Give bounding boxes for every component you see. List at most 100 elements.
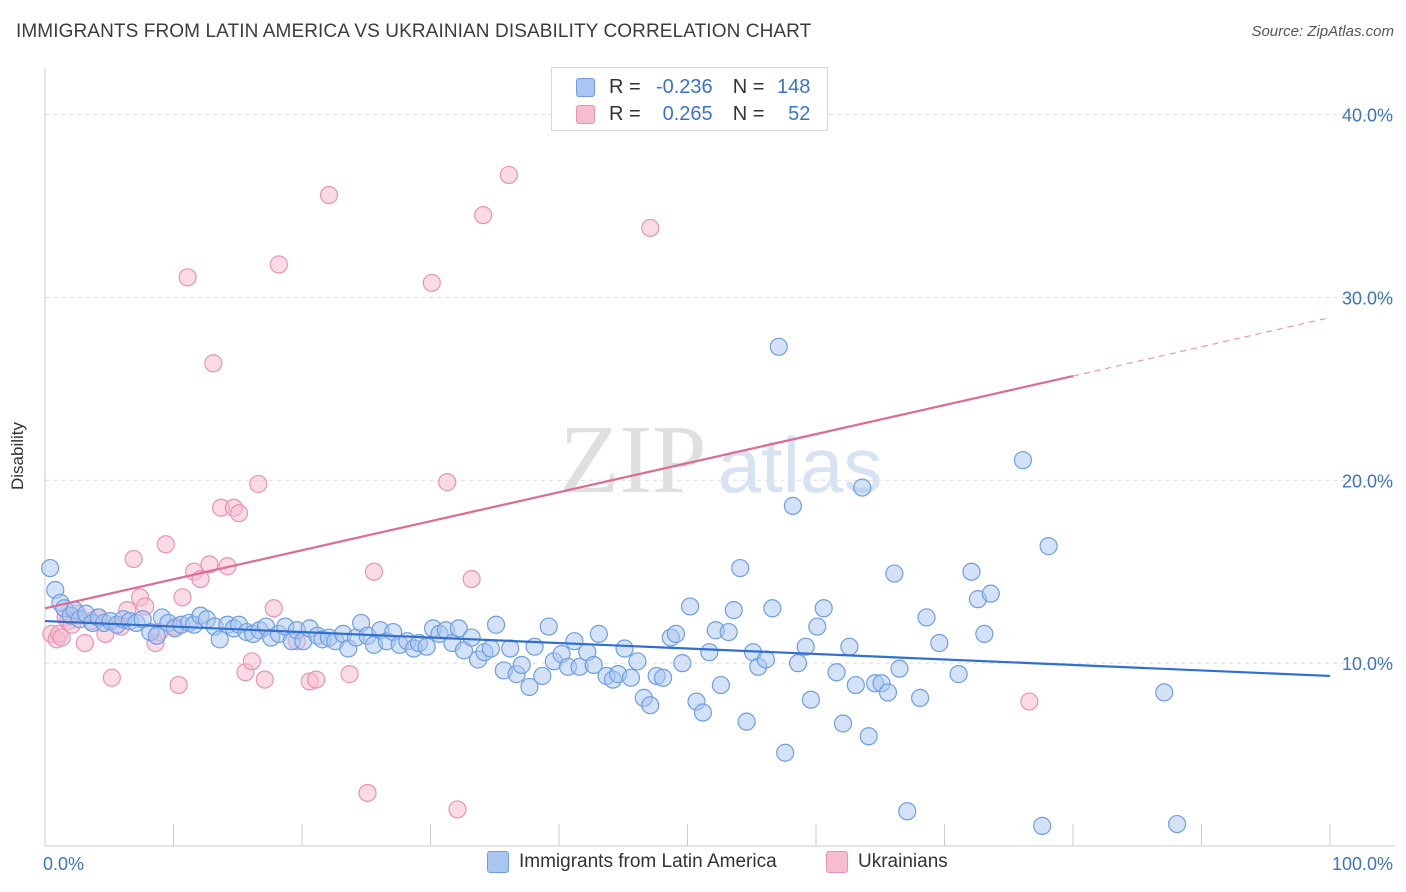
ukrainians-point [462,569,481,589]
latin-america-point [210,630,229,649]
latin-america-point [981,584,1000,603]
latin-america-point [501,639,520,658]
ukrainians-point [641,218,660,238]
ukrainians-point [229,504,249,523]
watermark: ZIP atlas [560,406,883,514]
legend-row-pink: R = 0.265 N = 52 [576,100,810,128]
latin-america-point [641,696,660,715]
latin-america-point [621,668,641,687]
ukrainians-point [169,675,188,695]
latin-america-point [565,632,584,651]
latin-america-point [653,668,673,687]
watermark-zip: ZIP [560,406,707,514]
latin-america-point [1013,451,1032,470]
ukrainians-trend-extension [1072,316,1331,377]
legend-n-value: 148 [777,75,811,98]
trend-lines [44,316,1331,678]
latin-america-point [539,617,558,636]
x-tick-label: 100.0% [1332,854,1393,874]
x-tick-label: 0.0% [43,854,84,874]
legend-swatch-blue [576,77,595,97]
latin-america-point [949,665,968,684]
latin-america-point [846,675,865,695]
legend-n-label: N = [732,75,765,98]
latin-america-point [673,654,692,673]
latin-america-point [840,637,859,656]
legend-row-blue: R = -0.236 N = 148 [576,73,810,101]
y-tick-label: 10.0% [1342,654,1393,674]
legend-n-value: 52 [788,102,811,125]
latin-america-point [788,654,808,673]
latin-america-point [776,743,795,762]
latin-america-point [885,564,904,583]
latin-america-point [700,643,719,662]
latin-america-point [930,633,949,653]
latin-america-point [917,608,936,627]
latin-america-point [833,714,853,733]
latin-america-point [1155,683,1174,702]
ukrainians-point [340,665,359,684]
ukrainians-point [358,783,377,803]
latin-america-point [814,599,833,618]
ukrainians-point [319,185,339,205]
ukrainians-point [438,473,457,492]
stats-legend: R = -0.236 N = 148 R = 0.265 N = 52 [551,67,828,131]
latin-america-point [808,617,827,636]
legend-r-value: 0.265 [662,102,713,125]
latin-america-point [417,637,436,656]
legend-r-label: R = [609,75,641,98]
ukrainians-point [422,273,441,292]
latin-america-trend-line [44,619,1331,678]
latin-america-point [763,599,782,618]
ukrainians-point [474,206,493,225]
ukrainians-trend-line [44,374,1074,610]
latin-america-point [737,712,756,731]
latin-america-point [898,802,917,821]
latin-america-point [890,659,909,678]
latin-america-point [520,677,539,697]
bottom-swatch-blue [487,851,509,873]
ukrainians-point [75,633,94,653]
ukrainians-point [52,628,71,647]
bottom-swatch-pink [826,851,848,873]
ukrainians-point [249,474,268,494]
latin-america-point [628,652,647,671]
latin-america-point [41,558,60,578]
latin-america-point [719,622,738,642]
watermark-atlas: atlas [718,421,883,509]
ukrainians-point [242,652,261,671]
legend-r-value: -0.236 [655,75,713,98]
latin-america-point [731,558,750,578]
latin-america-point [1033,816,1052,835]
latin-america-point [910,688,930,707]
legend-swatch-pink [576,104,595,124]
y-tick-label: 40.0% [1342,106,1393,126]
latin-america-point [449,619,468,638]
bottom-legend-pink-label: Ukrainians [858,851,948,872]
chart-title: IMMIGRANTS FROM LATIN AMERICA VS UKRAINI… [16,21,812,42]
ukrainians-point [364,562,384,581]
latin-america-point [481,639,500,658]
latin-america-point [615,639,634,658]
latin-america-point [1167,814,1187,834]
latin-america-point [1039,537,1058,556]
bottom-legend-pink: Ukrainians [826,851,948,873]
latin-america-point [756,650,775,669]
ukrainians-point [156,535,175,554]
latin-america-point [827,663,846,682]
latin-america-point [693,703,713,722]
latin-america-point [853,478,872,497]
latin-america-point [769,337,788,356]
source-label: Source: ZipAtlas.com [1251,23,1394,40]
ukrainians-point [264,599,283,618]
ukrainians-point [200,555,219,574]
ukrainians-point [178,268,197,287]
latin-america-point [462,628,481,647]
ukrainians-point [307,670,326,689]
legend-n-label: N = [732,102,765,125]
latin-america-point [878,683,898,702]
grid-lines [45,114,1395,664]
ukrainians-point [269,255,288,274]
latin-america-point [486,615,506,634]
